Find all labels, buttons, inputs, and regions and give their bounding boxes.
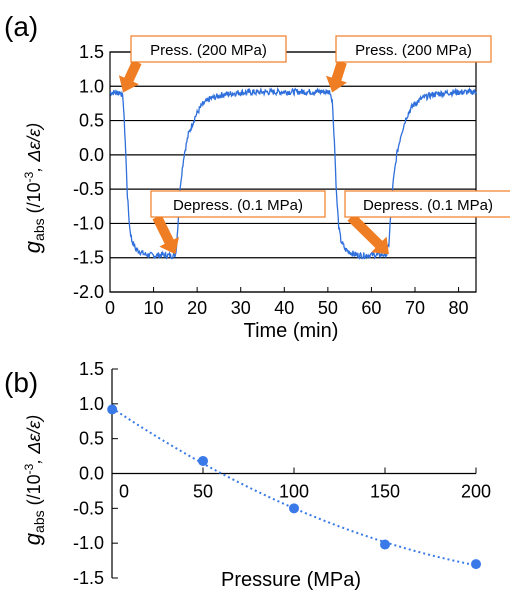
annotation-label: Press. (200 MPa) xyxy=(355,42,472,59)
panel-b-label: (b) xyxy=(4,367,38,398)
panel-b-data-point xyxy=(107,404,118,415)
panel-b-x-tick-label: 100 xyxy=(279,482,309,502)
panel-a-series xyxy=(109,86,477,260)
panel-a-trace xyxy=(109,86,477,260)
panel-b-x-tick-label: 150 xyxy=(370,482,400,502)
panel-b-y-label-tail: , Δε/ε) xyxy=(24,415,44,464)
svg-text:gabs (/10-3, Δε/ε): gabs (/10-3, Δε/ε) xyxy=(20,415,47,545)
panel-a-y-tick-label: 1.0 xyxy=(79,76,104,96)
panel-b-x-tick-label: 200 xyxy=(461,482,491,502)
panel-a-y-tick-label: -0.5 xyxy=(73,179,104,199)
panel-a-x-tick-label: 0 xyxy=(105,298,115,318)
annotation-label: Depress. (0.1 MPa) xyxy=(363,197,493,214)
panel-b-y-tick-label: 0.0 xyxy=(79,464,104,484)
panel-b-y-label-rest: (/10 xyxy=(24,474,44,510)
panel-a-annotations: Press. (200 MPa) Depress. (0.1 MPa) Press.… xyxy=(118,35,510,255)
panel-b-data-point xyxy=(289,503,299,514)
panel-a-x-tick-label: 70 xyxy=(405,298,425,318)
panel-b-x-tick-label: 0 xyxy=(119,482,129,502)
panel-a-annotation: Depress. (0.1 MPa) xyxy=(150,190,326,255)
panel-a-y-label-tail: , Δε/ε) xyxy=(24,123,44,172)
panel-a-x-tick-label: 50 xyxy=(318,298,338,318)
panel-a-x-axis-label: Time (min) xyxy=(244,320,339,342)
panel-a-chart: 1.5 1.0 0.5 0.0 -0.5 -1.0 -1.5 -2.0 0 10 20 30 40 50… xyxy=(20,35,510,342)
panel-b-x-axis-label: Pressure (MPa) xyxy=(221,569,361,591)
annotation-box xyxy=(344,190,510,218)
annotation-box xyxy=(335,35,492,63)
panel-a-x-tick-label: 10 xyxy=(144,298,164,318)
panel-a-annotation: Press. (200 MPa) xyxy=(118,35,287,93)
panel-a-frame xyxy=(109,51,477,293)
panel-a-y-label-exp: -3 xyxy=(22,171,36,182)
panel-a-y-tick-label: 1.5 xyxy=(79,42,104,62)
panel-b-y-tick-label: 0.5 xyxy=(79,429,104,449)
panel-b-fit-curve xyxy=(111,407,477,567)
panel-a-y-tick-labels: 1.5 1.0 0.5 0.0 -0.5 -1.0 -1.5 -2.0 xyxy=(73,42,104,302)
panel-b-y-tick-label: 1.0 xyxy=(79,394,104,414)
panel-b-y-tick-label: -0.5 xyxy=(73,498,104,518)
annotation-arrow-icon xyxy=(152,214,179,255)
panel-a-label: (a) xyxy=(4,11,38,42)
panel-a-x-tick-label: 30 xyxy=(231,298,251,318)
panel-b-y-tick-label: -1.0 xyxy=(73,533,104,553)
panel-a-y-tick-label: 0.5 xyxy=(79,111,104,131)
panel-b-data-point xyxy=(198,455,208,466)
annotation-arrow-icon xyxy=(118,59,142,93)
annotation-label: Press. (200 MPa) xyxy=(150,42,267,59)
panel-b-y-label-symbol: g xyxy=(20,532,45,545)
panel-a-y-label-rest: (/10 xyxy=(24,182,44,218)
panel-a-y-axis-label: gabs (/10-3, Δε/ε) xyxy=(20,123,47,253)
panel-b-y-tick-label: 1.5 xyxy=(79,359,104,379)
panel-b-y-label-subscript: abs xyxy=(31,510,47,533)
annotation-box xyxy=(130,35,287,63)
panel-b-x-tick-labels: 0 50 100 150 200 xyxy=(111,467,491,502)
panel-a-y-tick-label: -1.5 xyxy=(73,248,104,268)
annotation-label: Depress. (0.1 MPa) xyxy=(173,197,303,214)
panel-a-annotation: Depress. (0.1 MPa) xyxy=(344,190,510,255)
panel-b-y-tick-labels: 1.5 1.0 0.5 0.0 -0.5 -1.0 -1.5 xyxy=(73,359,118,588)
panel-a-y-tick-label: -1.0 xyxy=(73,213,104,233)
panel-a-annotation: Press. (200 MPa) xyxy=(326,35,492,93)
panel-a-y-tick-label: -2.0 xyxy=(73,282,104,302)
panel-a-x-tick-labels: 0 10 20 30 40 50 60 70 80 xyxy=(105,287,469,318)
svg-text:gabs (/10-3, Δε/ε): gabs (/10-3, Δε/ε) xyxy=(20,123,47,253)
panel-b-y-label-exp: -3 xyxy=(22,463,36,474)
panel-b-data-point xyxy=(471,559,481,570)
panel-b-chart: 1.5 1.0 0.5 0.0 -0.5 -1.0 -1.5 0 50 100 150 200 Pr… xyxy=(20,359,491,591)
panel-a-x-tick-label: 80 xyxy=(449,298,469,318)
panel-a-x-tick-label: 60 xyxy=(361,298,381,318)
panel-b-data-point xyxy=(380,539,390,550)
panel-a-x-tick-label: 40 xyxy=(274,298,294,318)
annotation-box xyxy=(150,190,326,218)
panel-a-y-label-subscript: abs xyxy=(31,218,47,241)
annotation-arrow-icon xyxy=(347,213,389,255)
annotation-arrow-icon xyxy=(326,60,347,93)
panel-a-x-tick-label: 20 xyxy=(187,298,207,318)
panel-a-y-tick-label: 0.0 xyxy=(79,145,104,165)
panel-b-y-tick-label: -1.5 xyxy=(73,568,104,588)
panel-b-x-tick-label: 50 xyxy=(193,482,213,502)
panel-b-y-axis-label: gabs (/10-3, Δε/ε) xyxy=(20,415,47,545)
panel-b-series xyxy=(107,404,481,570)
panel-a-y-label-symbol: g xyxy=(20,240,45,253)
